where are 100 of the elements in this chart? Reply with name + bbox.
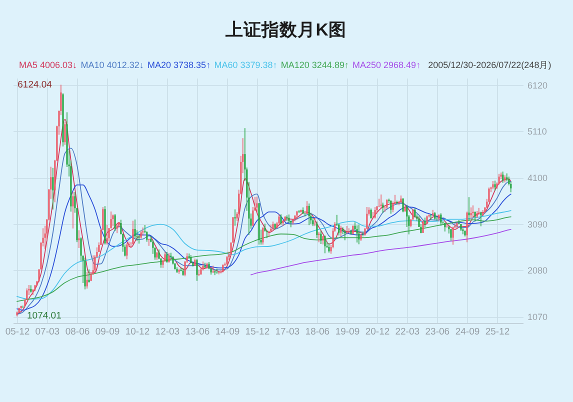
x-tick-label: 22-03 [395,326,420,338]
y-tick-label: 4100 [528,173,548,184]
x-tick-label: 09-09 [95,326,120,338]
candlestick [440,212,442,226]
candlestick [494,180,496,192]
x-tick-label: 18-06 [305,326,330,338]
annotation: 1074.01 [27,310,62,322]
candlestick [374,206,376,219]
x-tick-label: 05-12 [5,326,30,338]
x-tick-label: 10-12 [125,326,150,338]
candlestick [320,230,322,244]
candlestick [196,258,198,282]
candlestick [64,122,66,146]
candlestick [86,272,88,290]
candlestick [472,204,474,218]
y-tick-label: 5110 [528,126,547,137]
candlestick [134,219,136,239]
candlestick [314,218,316,226]
candlestick [106,224,108,245]
candlestick [344,230,346,241]
candlestick [88,268,90,283]
candlestick [168,252,170,264]
candlestick [198,269,200,277]
candlestick [92,255,94,276]
candlestick [468,196,470,222]
candlestick [390,200,392,214]
candlestick [362,231,364,237]
candlestick [502,171,504,184]
candlestick [450,228,452,242]
y-tick-label: 3090 [528,219,548,230]
candlestick [370,208,372,220]
candlestick [358,224,360,245]
candlestick [262,226,264,246]
candlestick [148,238,150,246]
candlestick [324,235,326,254]
candlestick [280,214,282,226]
line-series [250,229,512,276]
line-series [16,184,512,311]
text: MA250 2968.49↑ [352,60,421,70]
candlestick [474,211,476,222]
candlestick [414,208,416,218]
candlestick [356,224,358,243]
x-tick-label: 13-06 [185,326,210,338]
candlestick [298,210,300,214]
candlestick [114,214,116,232]
candlestick [286,214,288,222]
x-tick-label: 24-09 [455,326,480,338]
x-tick-label: 17-03 [275,326,300,338]
candlestick [396,200,398,205]
x-tick-label: 07-03 [35,326,60,338]
candlestick [72,192,74,229]
x-tick-label: 23-06 [425,326,450,338]
text: MA120 3244.89↑ [280,60,349,70]
chart-title: 上证指数月K图 [224,20,346,40]
text: MA20 3738.35↑ [148,60,211,70]
candlestick [446,224,448,228]
x-tick-label: 12-03 [155,326,180,338]
candlestick [316,221,318,238]
candlestick [398,200,400,206]
candlestick [462,228,464,235]
candlestick [380,194,382,209]
candlestick [402,198,404,213]
candlestick [306,200,308,214]
candlestick [230,242,232,256]
x-tick-label: 08-06 [65,326,90,338]
text: MA60 3379.38↑ [214,60,278,70]
x-tick-label: 20-12 [365,326,390,338]
candlestick [424,217,426,228]
candlestick [346,226,348,234]
x-tick-label: 19-09 [335,326,360,338]
candlestick [78,230,80,248]
candlestick [378,198,380,208]
candlestick [478,207,480,216]
y-tick-label: 2080 [528,266,548,276]
candlestick [256,196,258,214]
candlestick [382,202,384,214]
x-tick-label: 14-09 [215,326,240,338]
annotation: 6124.04 [18,80,52,91]
candlestick [498,173,500,185]
y-tick-label: 6120 [528,80,548,90]
candlestick [340,225,342,237]
candlestick [386,198,388,210]
candlestick [422,220,424,234]
candlestick [436,216,438,222]
x-tick-label: 15-12 [245,326,270,338]
candlestick [132,220,134,245]
text: 2005/12/30-2026/07/22(248月) [428,60,552,70]
candlestick [112,214,114,227]
candlestick [328,242,330,254]
candlestick [126,242,128,260]
text: MA10 4012.32↓ [80,60,144,70]
candlestick [466,211,468,243]
candlestick [52,167,54,210]
candlestick [452,226,454,246]
candlestick [430,214,432,220]
candlestick [318,232,320,243]
candlestick [470,206,472,220]
candlestick [234,209,236,226]
candlestick [226,256,228,266]
text: MA5 4006.03↓ [19,60,78,70]
